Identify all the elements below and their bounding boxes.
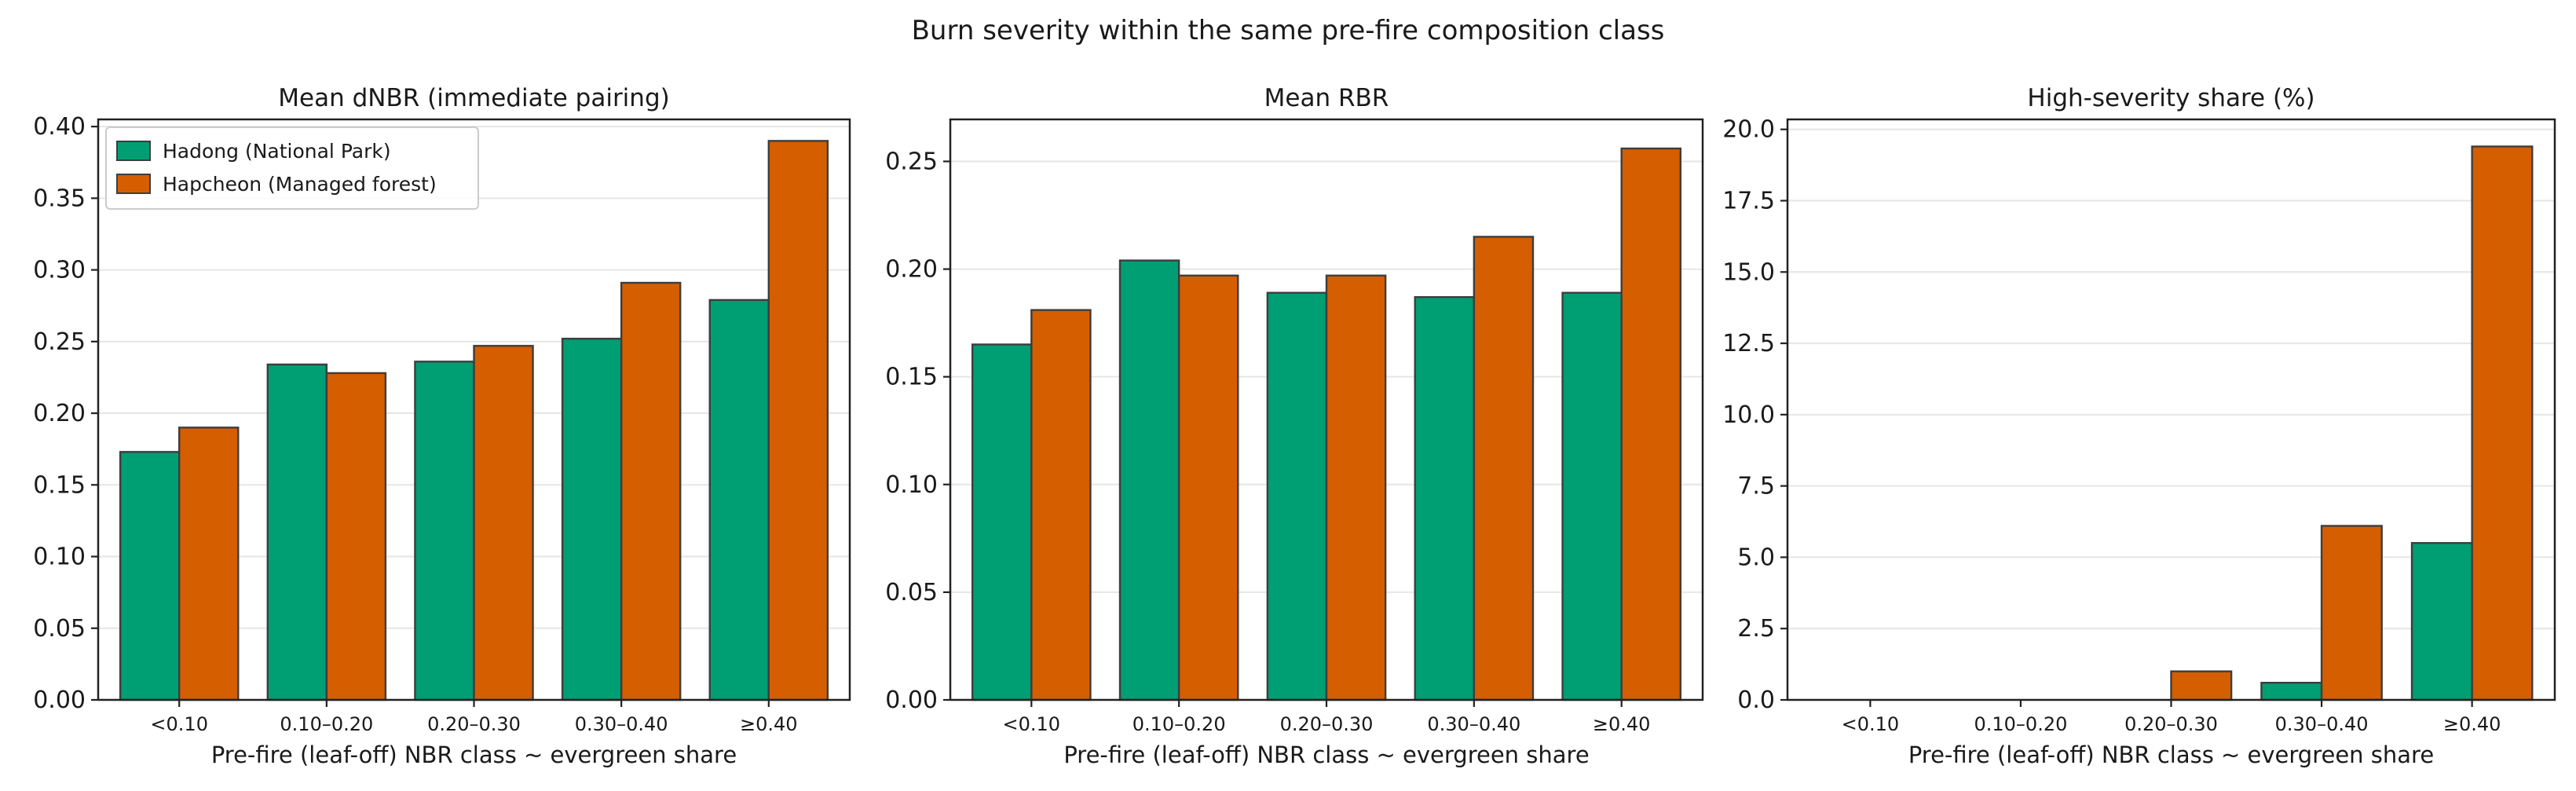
y-tick-label: 17.5 [1722,187,1775,214]
x-tick-label: 0.30–0.40 [2275,713,2369,735]
bar-hadong [561,337,623,701]
bar-hapcheon [1325,274,1387,701]
y-tick-label: 0.00 [33,687,86,714]
x-tick-label: ≥0.40 [740,713,798,735]
bar-hadong [2410,542,2473,701]
y-tick-label: 0.00 [885,687,938,714]
bar-hapcheon [178,427,240,701]
y-tick-label: 0.35 [33,185,86,212]
x-tick-label: 0.30–0.40 [1427,713,1520,735]
chart-panel-dnbr: 0.00 0.05 0.10 0.15 0.20 0.25 0.30 0.35 0.40 <0.1… [33,84,851,768]
x-tick-label: <0.10 [150,713,208,735]
panel-title: Mean RBR [1264,84,1389,112]
bar-hadong [119,451,181,701]
legend-label: Hadong (National Park) [163,140,391,163]
bar-hadong [2260,682,2323,701]
plot-frame [949,118,1704,701]
y-tick-label: 15.0 [1722,258,1775,286]
bar-hadong [1118,259,1180,701]
x-tick-label: <0.10 [1842,713,1900,735]
plot-frame [97,118,851,701]
x-tick-label: 0.20–0.30 [427,713,521,735]
bar-hapcheon [767,140,829,701]
y-tick-label: 20.0 [1722,116,1775,144]
y-tick-label: 0.20 [885,256,938,284]
y-tick-label: 0.10 [885,471,938,499]
figure-title: Burn severity within the same pre-fire c… [912,15,1665,46]
y-tick-label: 0.15 [885,364,938,391]
chart-panel-high-severity: 0.0 2.5 5.0 7.5 10.0 12.5 15.0 17.5 20.0 <0.10 0.1… [1722,84,2556,768]
x-tick-label: 0.10–0.20 [1974,713,2067,735]
y-tick-label: 0.20 [33,400,86,427]
legend-swatch [116,174,151,194]
y-tick-label: 0.40 [33,113,86,141]
bar-hapcheon [1030,309,1092,701]
y-tick-label: 0.25 [33,328,86,356]
bar-hapcheon [1177,274,1239,701]
bar-hadong [708,298,770,701]
bar-hapcheon [2471,145,2534,701]
panel-title: High-severity share (%) [2027,84,2314,112]
y-tick-label: 12.5 [1722,330,1775,357]
bar-hadong [266,363,328,701]
bar-hapcheon [2320,525,2383,701]
y-tick-label: 0.30 [33,257,86,284]
bar-hadong [1414,296,1476,701]
bar-hapcheon [1620,147,1682,701]
bar-hadong [1266,291,1328,701]
y-tick-label: 2.5 [1737,615,1775,643]
y-tick-label: 7.5 [1737,473,1775,500]
bar-hapcheon [2170,670,2233,701]
chart-panel-rbr: 0.00 0.05 0.10 0.15 0.20 0.25 <0.10 0.10–0.20 0.… [885,84,1704,768]
bar-hapcheon [620,281,682,701]
legend-label: Hapcheon (Managed forest) [163,173,437,196]
bar-hapcheon [1473,236,1535,701]
y-tick-label: 0.15 [33,471,86,499]
bar-hadong [971,343,1033,701]
x-tick-label: ≥0.40 [1593,713,1651,735]
y-tick-label: 10.0 [1722,401,1775,429]
x-tick-label: 0.10–0.20 [1132,713,1226,735]
legend-box [105,126,479,210]
y-tick-label: 0.10 [33,544,86,571]
y-tick-label: 5.0 [1737,544,1775,571]
panel-title: Mean dNBR (immediate pairing) [278,84,669,112]
y-tick-label: 0.25 [885,148,938,175]
plot-frame [1786,118,2556,701]
y-tick-label: 0.05 [885,579,938,606]
x-tick-label: ≥0.40 [2443,713,2501,735]
y-tick-label: 0.0 [1737,687,1775,714]
x-axis-label: Pre-fire (leaf-off) NBR class ~ evergree… [1063,742,1589,768]
x-tick-label: 0.20–0.30 [2124,713,2218,735]
y-tick-label: 0.05 [33,615,86,643]
x-axis-label: Pre-fire (leaf-off) NBR class ~ evergree… [211,742,737,768]
bar-hadong [414,361,475,701]
x-tick-label: 0.20–0.30 [1280,713,1374,735]
x-tick-label: 0.10–0.20 [280,713,373,735]
legend-swatch [116,141,151,161]
x-tick-label: <0.10 [1003,713,1061,735]
bar-hadong [1561,291,1623,701]
x-tick-label: 0.30–0.40 [575,713,668,735]
x-axis-label: Pre-fire (leaf-off) NBR class ~ evergree… [1908,742,2434,768]
chart-legend: Hadong (National Park) Hapcheon (Managed … [105,126,479,210]
bar-hapcheon [473,345,534,701]
bar-hapcheon [325,372,387,701]
